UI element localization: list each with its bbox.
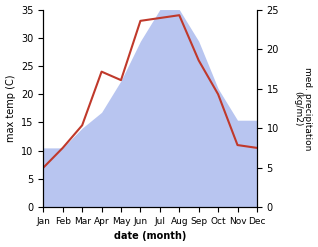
- Y-axis label: med. precipitation
(kg/m2): med. precipitation (kg/m2): [293, 67, 313, 150]
- Y-axis label: max temp (C): max temp (C): [5, 75, 16, 142]
- X-axis label: date (month): date (month): [114, 231, 186, 242]
